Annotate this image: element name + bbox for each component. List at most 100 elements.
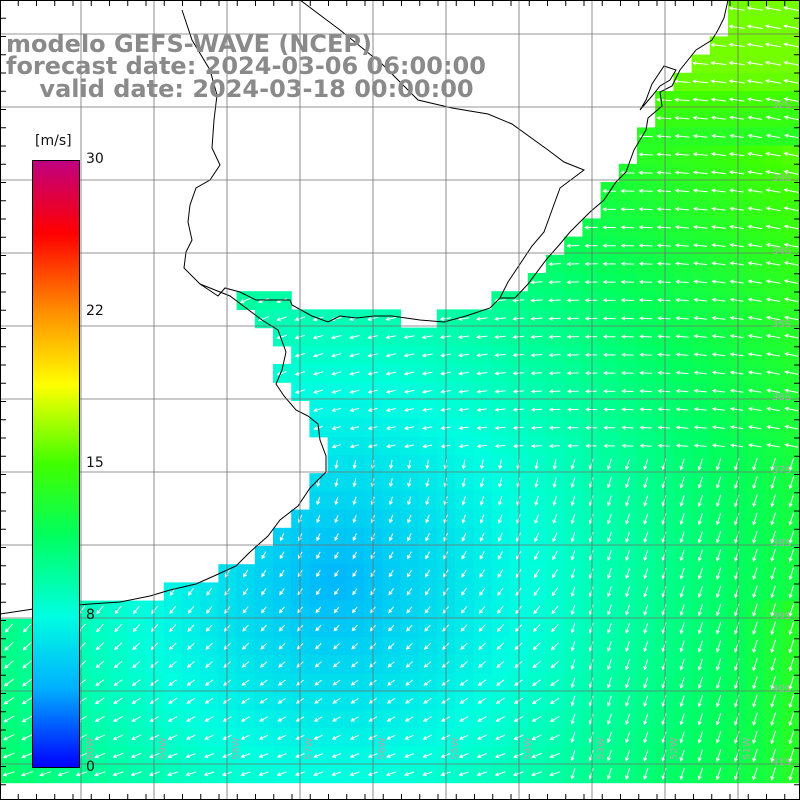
wind-arrow: [551, 605, 559, 615]
wind-arrow: [476, 407, 488, 412]
wind-arrow: [693, 352, 707, 357]
wind-arrow: [661, 531, 667, 544]
wind-arrow: [766, 388, 780, 393]
wind-arrow: [404, 425, 415, 431]
wind-arrow: [603, 370, 616, 376]
wind-arrow: [625, 513, 630, 525]
wind-arrow: [656, 243, 671, 248]
wind-arrow: [661, 549, 667, 562]
wind-arrow: [643, 495, 649, 507]
coastline-uruguay-brazil: [181, 0, 729, 323]
wind-arrow: [657, 370, 671, 376]
wind-arrow: [242, 588, 249, 596]
wind-arrow: [241, 679, 250, 686]
wind-arrow: [534, 477, 539, 489]
wind-arrow: [711, 243, 726, 248]
wind-arrow: [478, 624, 486, 632]
wind-arrow: [625, 568, 630, 580]
wind-arrow: [730, 443, 744, 448]
wind-arrow: [566, 280, 580, 285]
wind-arrow: [697, 458, 703, 471]
wind-arrow: [748, 406, 762, 411]
wind-arrow: [460, 661, 468, 668]
wind-arrow: [752, 476, 758, 490]
wind-arrow: [203, 771, 215, 777]
wind-arrow: [584, 352, 598, 358]
wind-arrow: [602, 316, 616, 321]
wind-arrow: [715, 694, 722, 708]
wind-arrow: [788, 603, 795, 618]
wind-arrow: [770, 494, 776, 508]
wind-arrow: [457, 334, 470, 340]
wind-arrow: [95, 660, 105, 669]
wind-arrow: [620, 316, 634, 321]
wind-arrow: [606, 495, 612, 507]
wind-arrow: [638, 243, 653, 248]
wind-arrow: [697, 749, 703, 762]
wind-arrow: [531, 734, 542, 740]
wind-arrow: [314, 661, 322, 668]
wind-arrow: [498, 459, 503, 470]
wind-arrow: [692, 61, 709, 66]
wind-arrow: [765, 261, 781, 266]
wind-arrow: [349, 771, 360, 777]
wind-arrow: [203, 753, 214, 758]
wind-arrow: [570, 750, 576, 762]
wind-arrow: [692, 115, 708, 121]
wind-arrow: [532, 679, 542, 687]
wind-arrow: [423, 679, 432, 686]
wind-arrow: [584, 316, 598, 321]
wind-arrow: [279, 533, 285, 542]
wind-arrow: [770, 748, 776, 763]
wind-arrow: [21, 715, 33, 723]
wind-arrow: [131, 697, 141, 704]
wind-arrow: [711, 206, 726, 211]
wind-arrow: [113, 697, 123, 704]
wind-arrow: [313, 389, 324, 394]
wind-arrow: [584, 243, 598, 248]
wind-arrow: [752, 730, 758, 745]
wind-arrow: [638, 298, 653, 303]
wind-arrow: [531, 697, 542, 704]
wind-arrow: [784, 315, 799, 321]
wind-arrow: [625, 604, 630, 616]
wind-arrow: [479, 496, 485, 506]
wind-arrow: [315, 624, 322, 632]
wind-arrow: [788, 457, 795, 472]
wind-arrow: [674, 206, 690, 212]
wind-arrow: [530, 352, 543, 358]
wind-arrow: [495, 734, 506, 740]
wind-arrow: [534, 550, 540, 561]
wind-arrow: [350, 697, 359, 704]
wind-arrow: [95, 679, 105, 687]
wind-arrow: [679, 494, 685, 507]
wind-arrow: [585, 407, 597, 412]
wind-arrow: [770, 512, 776, 526]
wind-arrow: [239, 297, 251, 304]
wind-arrow: [643, 476, 649, 489]
wind-arrow: [351, 624, 358, 632]
wind-arrow: [657, 297, 671, 303]
wind-arrow: [679, 713, 685, 726]
wind-arrow: [387, 661, 395, 668]
wind-arrow: [530, 316, 543, 321]
wind-arrow: [747, 261, 763, 266]
wind-arrow: [567, 443, 579, 449]
wind-arrow: [784, 333, 799, 339]
wind-arrow: [679, 658, 685, 671]
wind-arrow: [421, 389, 433, 394]
wind-arrow: [657, 352, 671, 357]
wind-arrow: [313, 771, 324, 777]
wind-arrow: [697, 658, 703, 671]
wind-arrow: [643, 586, 649, 598]
wind-arrow: [388, 569, 394, 578]
wind-arrow: [167, 716, 178, 722]
wind-arrow: [765, 315, 781, 321]
wind-arrow: [625, 549, 630, 562]
wind-arrow: [711, 315, 726, 321]
wind-arrow: [458, 389, 469, 394]
wind-arrow: [639, 443, 652, 448]
lon-label: 59W: [158, 737, 169, 760]
wind-arrow: [711, 133, 726, 139]
